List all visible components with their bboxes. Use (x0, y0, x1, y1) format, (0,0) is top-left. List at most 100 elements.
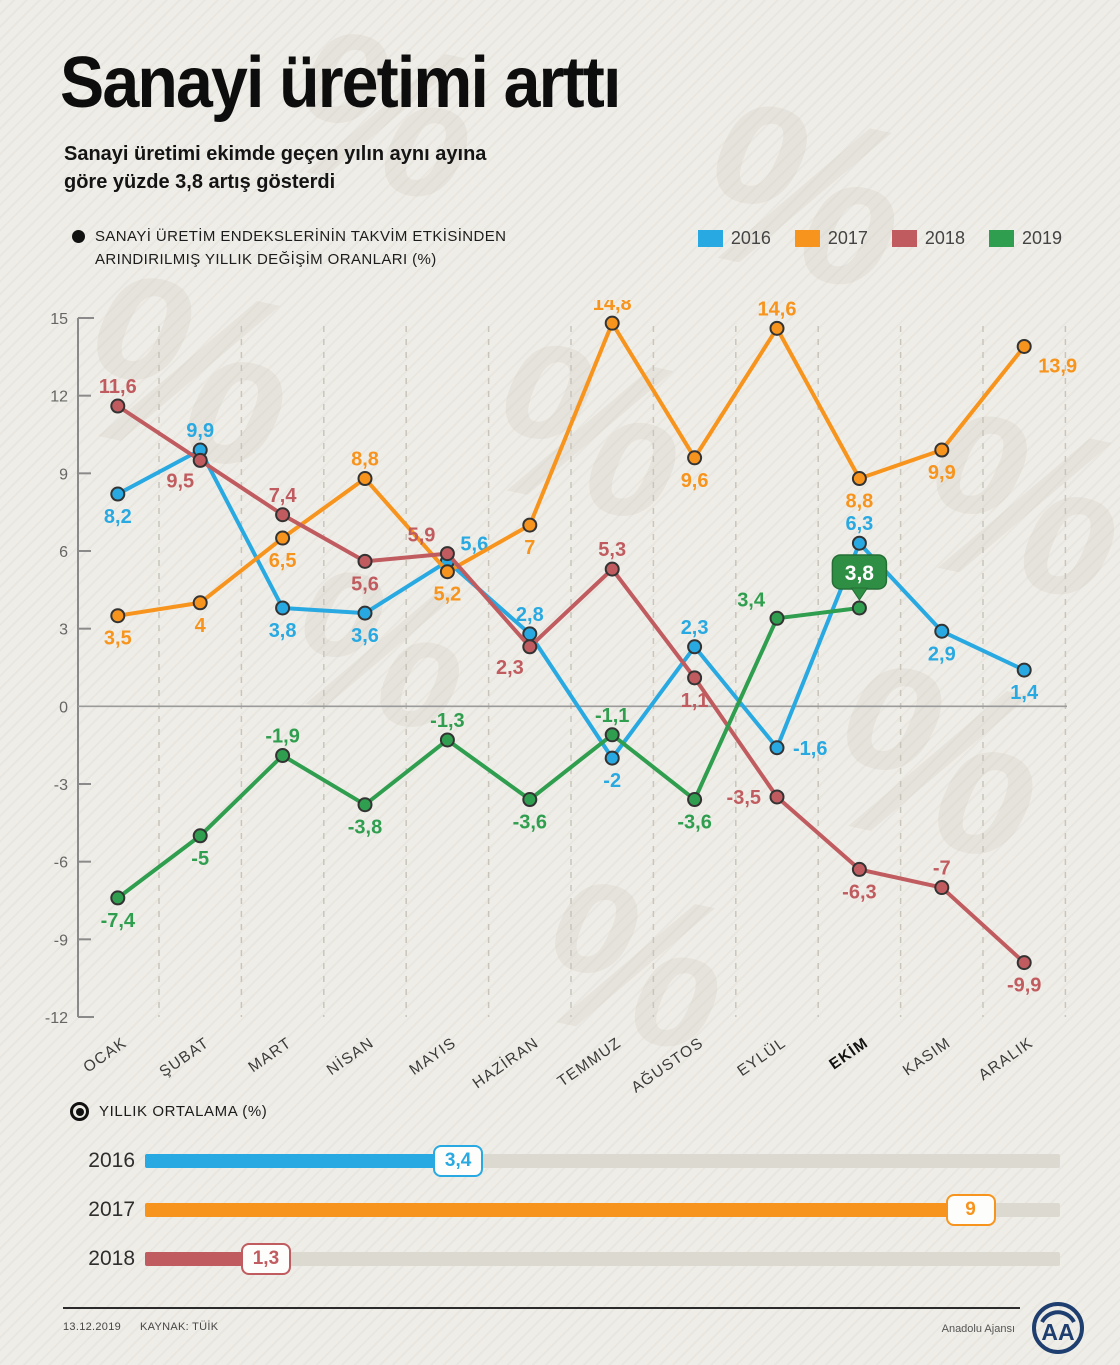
month-label-8: EYLÜL (734, 1034, 789, 1080)
bar-track: 1,3 (145, 1243, 1060, 1275)
value-label: 13,9 (1038, 355, 1077, 377)
averages-section: YILLIK ORTALAMA (%) 2016 3,4 2017 9 2018 1,3 (0, 1100, 1120, 1300)
y-tick-label: 9 (59, 466, 68, 483)
bar-fill (145, 1203, 969, 1217)
value-label: 3,5 (104, 628, 132, 650)
bar-track: 9 (145, 1194, 1060, 1226)
series-2018: 11,6 9,5 7,4 5,6 5,9 2,3 5,3 1,1 -3,5 -6,3 -7 -9,9 (99, 376, 1042, 997)
data-point (1016, 955, 1032, 971)
footer-source: KAYNAK: TÜİK (140, 1321, 219, 1333)
data-point (1016, 338, 1032, 354)
bar-fill (145, 1154, 457, 1168)
month-label-1: ŞUBAT (156, 1034, 212, 1080)
y-tick-label: 3 (59, 622, 68, 639)
data-point (604, 561, 620, 577)
data-point (522, 626, 538, 642)
legend-swatch-icon (794, 230, 820, 247)
average-bar-row-2016: 2016 3,4 (60, 1145, 1060, 1177)
value-label: 5,6 (460, 533, 488, 555)
month-label-7: AĞUSTOS (628, 1034, 706, 1096)
month-label-5: HAZİRAN (469, 1034, 542, 1093)
data-point (934, 442, 950, 458)
data-point (769, 610, 785, 626)
value-label: 2,3 (681, 617, 709, 639)
chart-caption: SANAYİ ÜRETİM ENDEKSLERİNİN TAKVİM ETKİS… (95, 228, 507, 268)
month-label-10: KASIM (900, 1034, 954, 1079)
value-label: 9,9 (186, 420, 214, 442)
series-line-2019 (115, 605, 862, 900)
svg-text:AA: AA (1041, 1319, 1074, 1345)
bullseye-icon (70, 1102, 89, 1121)
value-label: 4 (195, 615, 207, 637)
y-tick-label: -9 (54, 932, 68, 949)
data-point (851, 861, 867, 877)
series-2019: -7,4 -5 -1,9 -3,8 -1,3 -3,6 -1,1 -3,6 3,4 3,8 (101, 554, 888, 932)
month-label-3: NİSAN (323, 1034, 377, 1079)
value-label: 1,1 (681, 690, 709, 712)
data-point (357, 553, 373, 569)
value-label: 3,8 (269, 620, 297, 642)
averages-title: YILLIK ORTALAMA (%) (99, 1103, 268, 1120)
legend-label: 2017 (827, 228, 868, 248)
bar-year-label: 2017 (88, 1198, 135, 1221)
data-point (604, 750, 620, 766)
value-label: 5,9 (408, 525, 436, 547)
data-point (687, 792, 703, 808)
value-label: 2,8 (516, 604, 544, 626)
bar-track: 3,4 (145, 1145, 1060, 1177)
value-label: 5,2 (433, 584, 461, 606)
y-axis: 15 12 9 6 3 0 -3 -6 -9 -12 (45, 311, 1067, 1027)
value-label: 8,2 (104, 506, 132, 528)
footer-date: 13.12.2019 (63, 1321, 122, 1333)
y-tick-label: 12 (50, 389, 68, 406)
series-2017: 3,5 4 6,5 8,8 5,2 7 14,8 9,6 14,6 8,8 9,9 13,9 (104, 300, 1077, 650)
data-point (522, 792, 538, 808)
value-label: 5,6 (351, 573, 379, 595)
value-label: -7,4 (101, 910, 136, 932)
data-point (357, 797, 373, 813)
y-tick-label: 0 (59, 699, 68, 716)
highlight-badge: 3,8 (831, 554, 888, 601)
value-label: 7,4 (269, 485, 298, 507)
value-label: -6,3 (842, 881, 876, 903)
value-label: 6,3 (845, 513, 873, 535)
value-label: 5,3 (598, 539, 626, 561)
data-point (110, 486, 126, 502)
data-point (110, 608, 126, 624)
value-label: -3,6 (513, 812, 547, 834)
data-point (687, 450, 703, 466)
percent-watermark-icon: % (675, 47, 930, 342)
legend-swatch-icon (988, 230, 1014, 247)
page-title: Sanayi üretimi arttı (60, 43, 621, 123)
y-tick-label: 6 (59, 544, 68, 561)
data-point (769, 789, 785, 805)
value-label: -3,6 (677, 812, 711, 834)
data-point (604, 315, 620, 331)
data-point (357, 605, 373, 621)
average-bar-row-2018: 2018 1,3 (60, 1243, 1060, 1275)
series-2016: 8,2 9,9 3,8 3,6 5,6 2,8 -2 2,3 -1,6 6,3 2,9 1,4 (104, 420, 1039, 792)
averages-header: YILLIK ORTALAMA (%) (70, 1102, 267, 1121)
data-point (110, 398, 126, 414)
value-label: 9,6 (681, 470, 709, 492)
month-label-4: MAYIS (406, 1034, 459, 1078)
y-tick-label: -12 (45, 1010, 68, 1027)
value-label: -1,6 (793, 738, 827, 760)
bar-value-badge: 1,3 (240, 1243, 291, 1275)
data-point (769, 740, 785, 756)
series-line-2018 (115, 404, 1027, 965)
value-label: 9,9 (928, 462, 956, 484)
value-label: 8,8 (351, 449, 379, 471)
value-label: 6,5 (269, 550, 297, 572)
bar-value-badge: 3,4 (433, 1145, 484, 1177)
data-point (275, 530, 291, 546)
data-point (357, 471, 373, 487)
value-label: 7 (524, 537, 535, 559)
value-label: 8,8 (845, 491, 873, 513)
data-point (687, 670, 703, 686)
value-label: -1,9 (265, 726, 299, 748)
data-point (769, 320, 785, 336)
data-point (439, 546, 455, 562)
data-point (522, 639, 538, 655)
month-gridlines (158, 326, 1067, 1017)
